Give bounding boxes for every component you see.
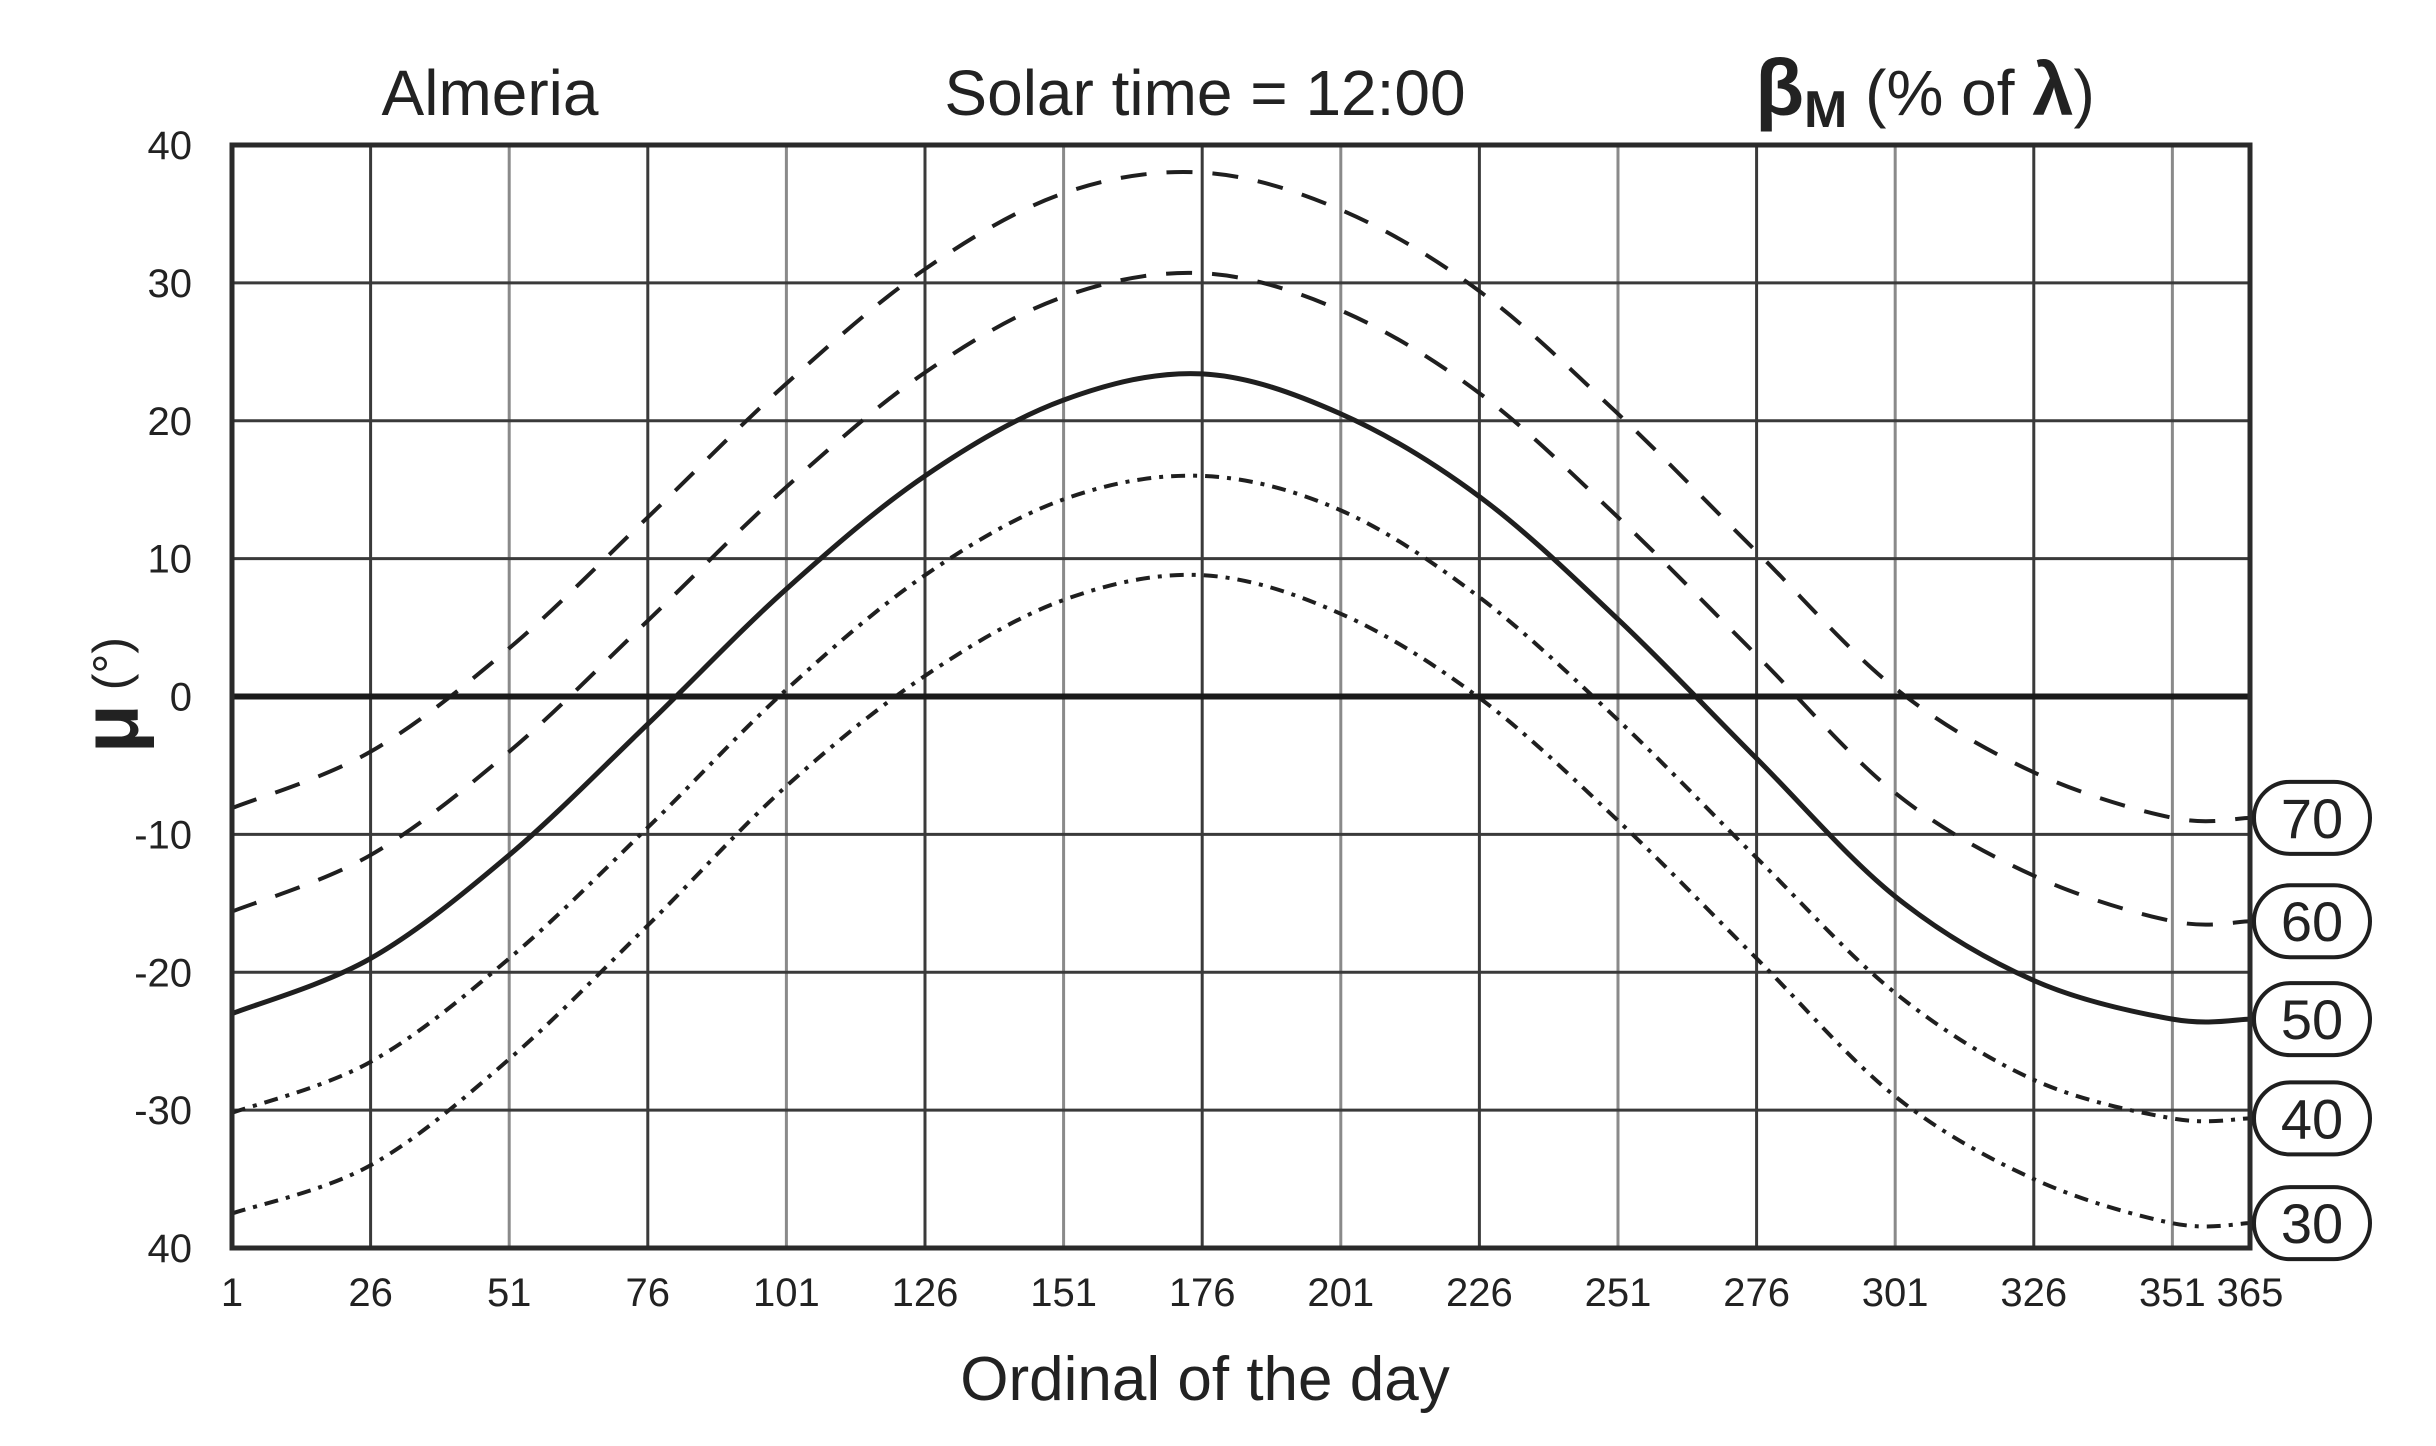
series-label-badge-70 <box>2252 779 2372 856</box>
x-tick-label-176: 176 <box>1169 1271 1236 1315</box>
y-tick-label-2: 20 <box>148 400 193 444</box>
y-unit: (°) <box>83 637 139 704</box>
x-tick-label-251: 251 <box>1585 1271 1652 1315</box>
y-tick-label-1: 30 <box>148 262 193 306</box>
beta-subscript: M <box>1804 81 1847 139</box>
chart-title-beta: βM (% of λ) <box>1755 43 2095 139</box>
y-tick-label-7: -30 <box>134 1089 192 1133</box>
x-tick-label-126: 126 <box>892 1271 959 1315</box>
series-label-badge-30 <box>2252 1185 2372 1262</box>
mu-symbol: μ <box>66 704 155 753</box>
x-tick-label-351: 351 <box>2139 1271 2206 1315</box>
y-tick-label-3: 10 <box>148 538 193 582</box>
x-tick-label-301: 301 <box>1862 1271 1929 1315</box>
series-line-40 <box>231 473 2251 1124</box>
y-tick-label-5: -10 <box>134 813 192 857</box>
series-label-50: 50 <box>2281 988 2343 1051</box>
series-layer <box>231 170 2251 1229</box>
x-tick-label-365: 365 <box>2217 1271 2284 1315</box>
x-axis-label: Ordinal of the day <box>960 1345 1449 1414</box>
y-axis-label: μ (°) <box>66 637 155 753</box>
series-labels: 70 60 50 40 30 <box>2252 779 2372 1262</box>
chart-title-location: Almeria <box>382 57 599 129</box>
series-label-70: 70 <box>2281 787 2343 850</box>
y-tick-label-8: 40 <box>148 1227 193 1271</box>
series-line-30 <box>231 572 2251 1229</box>
x-tick-label-101: 101 <box>753 1271 820 1315</box>
x-tick-label-226: 226 <box>1446 1271 1513 1315</box>
series-label-30: 30 <box>2281 1192 2343 1255</box>
beta-text: (% of <box>1847 57 2032 129</box>
y-tick-label-6: -20 <box>134 951 192 995</box>
beta-close: ) <box>2073 57 2094 129</box>
series-line-50 <box>231 371 2251 1025</box>
x-tick-label-76: 76 <box>626 1271 671 1315</box>
x-tick-label-201: 201 <box>1307 1271 1374 1315</box>
x-tick-label-26: 26 <box>348 1271 393 1315</box>
y-tick-label-0: 40 <box>148 124 193 168</box>
x-tick-label-151: 151 <box>1030 1271 1097 1315</box>
x-tick-label-51: 51 <box>487 1271 532 1315</box>
x-tick-label-1: 1 <box>221 1271 243 1315</box>
plot-frame <box>229 142 2253 1251</box>
series-line-70 <box>231 170 2251 824</box>
series-label-60: 60 <box>2281 890 2343 953</box>
lambda-symbol: λ <box>2032 48 2073 131</box>
x-tick-labels: 1 26 51 76 101 126 151 176 201 226 251 276 301 326 351… <box>221 1271 2284 1315</box>
chart-title-solar-time: Solar time = 12:00 <box>944 57 1465 129</box>
y-tick-labels: 40 30 20 10 0 -10 -20 -30 40 <box>134 124 192 1271</box>
x-tick-label-276: 276 <box>1723 1271 1790 1315</box>
beta-symbol: β <box>1755 43 1804 132</box>
series-label-badge-50 <box>2252 981 2372 1058</box>
series-label-badge-40 <box>2252 1080 2372 1157</box>
y-tick-label-4: 0 <box>170 676 192 720</box>
x-tick-label-326: 326 <box>2000 1271 2067 1315</box>
series-label-40: 40 <box>2281 1087 2343 1150</box>
series-label-badge-60 <box>2252 883 2372 960</box>
